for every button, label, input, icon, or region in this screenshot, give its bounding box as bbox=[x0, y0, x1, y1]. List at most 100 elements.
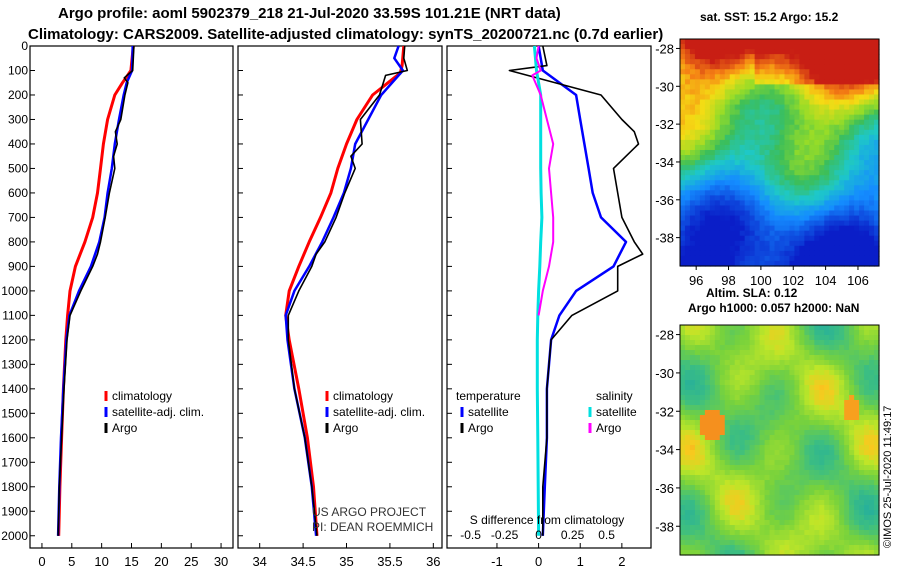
sst-map-cell bbox=[814, 235, 820, 242]
sst-map-cell bbox=[774, 89, 781, 96]
sla-map-cell bbox=[784, 385, 791, 391]
sla-map-cell bbox=[764, 505, 771, 511]
sla-map-cell bbox=[819, 490, 825, 496]
sla-map-cell bbox=[754, 430, 761, 436]
sst-map-cell bbox=[694, 260, 701, 267]
sst-map-cell bbox=[794, 255, 800, 262]
sst-map-cell bbox=[739, 205, 746, 212]
sst-map-cell bbox=[729, 170, 736, 176]
sst-map-cell bbox=[680, 230, 686, 237]
sst-map-cell bbox=[699, 139, 706, 146]
sst-map-cell bbox=[859, 190, 865, 196]
sla-map-cell bbox=[739, 460, 746, 466]
sla-map-cell bbox=[779, 385, 786, 391]
sla-map-cell bbox=[804, 370, 810, 376]
sla-map-cell bbox=[829, 450, 835, 456]
sla-map-cell bbox=[729, 515, 736, 521]
sla-map-cell bbox=[864, 385, 870, 391]
sst-map-cell bbox=[774, 149, 781, 156]
sst-map-cell bbox=[839, 245, 845, 252]
sla-map-cell bbox=[779, 515, 786, 521]
legend-label: satellite bbox=[468, 405, 509, 419]
sla-map-cell bbox=[789, 485, 796, 491]
sla-map-cell bbox=[680, 375, 686, 381]
sla-map-cell bbox=[739, 400, 746, 406]
sst-map-cell bbox=[839, 64, 845, 70]
sst-map-cell bbox=[839, 195, 845, 202]
sst-map-cell bbox=[804, 84, 810, 91]
sla-map-cell bbox=[759, 380, 766, 386]
sla-map-cell bbox=[844, 445, 850, 451]
sst-map-cell bbox=[874, 39, 880, 45]
sla-map-cell bbox=[834, 440, 840, 446]
sla-map-cell bbox=[754, 395, 761, 401]
sst-map-cell bbox=[714, 144, 721, 151]
sla-map-cell bbox=[709, 525, 716, 531]
sst-map-cell bbox=[759, 155, 766, 161]
sla-map-cell bbox=[804, 430, 810, 436]
sst-map-cell bbox=[734, 39, 741, 45]
sla-map-cell bbox=[709, 520, 716, 526]
sst-map-cell bbox=[799, 129, 805, 136]
sla-map-cell bbox=[734, 540, 741, 546]
sla-map-cell bbox=[804, 330, 810, 336]
sst-map-cell bbox=[734, 175, 741, 181]
sla-map-cell bbox=[809, 550, 815, 556]
sst-map-cell bbox=[719, 225, 726, 232]
sst-map-cell bbox=[724, 210, 731, 217]
sla-map-cell bbox=[844, 545, 850, 551]
sst-map-cell bbox=[829, 190, 835, 196]
sla-map-cell bbox=[784, 510, 791, 516]
sla-map-cell bbox=[680, 425, 686, 431]
sla-map-cell bbox=[824, 395, 830, 401]
sst-map-cell bbox=[789, 215, 796, 222]
sla-map-cell bbox=[829, 545, 835, 551]
sst-map-cell bbox=[699, 205, 706, 212]
sst-map-cell bbox=[704, 44, 711, 50]
sla-map-cell bbox=[824, 345, 830, 351]
sst-map-cell bbox=[849, 104, 855, 111]
sla-map-cell bbox=[804, 375, 810, 381]
sla-map-cell bbox=[769, 535, 776, 541]
sla-map-cell bbox=[759, 355, 766, 361]
sla-map-cell bbox=[819, 380, 825, 386]
sst-map-cell bbox=[819, 69, 825, 75]
sst-map-cell bbox=[684, 210, 691, 217]
sst-map-cell bbox=[849, 114, 855, 121]
sla-map-cell bbox=[694, 490, 701, 496]
sla-map-cell bbox=[829, 550, 835, 556]
sst-map-cell bbox=[729, 155, 736, 161]
sla-map-cell bbox=[834, 380, 840, 386]
sla-map-cell bbox=[809, 440, 815, 446]
sla-map-cell bbox=[839, 325, 845, 331]
sla-map-cell bbox=[739, 535, 746, 541]
sst-map-cell bbox=[774, 79, 781, 85]
sla-map-cell bbox=[684, 545, 691, 551]
sla-map-cell bbox=[759, 540, 766, 546]
sst-map-cell bbox=[869, 99, 875, 106]
sst-map-cell bbox=[819, 160, 825, 166]
sla-map-cell bbox=[859, 415, 865, 421]
sla-map-cell bbox=[719, 405, 726, 411]
sla-map-cell bbox=[804, 520, 810, 526]
sla-map-cell bbox=[779, 405, 786, 411]
sla-map-cell bbox=[799, 440, 805, 446]
sla-map-cell bbox=[754, 480, 761, 486]
sst-map-cell bbox=[814, 250, 820, 257]
sla-map-cell bbox=[784, 400, 791, 406]
sla-map-cell bbox=[869, 535, 875, 541]
sla-map-cell bbox=[854, 535, 860, 541]
sla-map-cell bbox=[729, 395, 736, 401]
sst-map-cell bbox=[839, 225, 845, 232]
sla-map-cell bbox=[744, 465, 751, 471]
sla-map-cell bbox=[734, 425, 741, 431]
diff-xtick-label: -1 bbox=[491, 554, 503, 569]
text-layer: 0 5 10 15 20 25 30 34 34.5 35 35.5 36 -1 0 1 2010020030… bbox=[1, 39, 869, 569]
sla-map-cell bbox=[704, 435, 711, 441]
sla-map-cell bbox=[704, 505, 711, 511]
sst-map-cell bbox=[699, 190, 706, 196]
sst-map-cell bbox=[724, 255, 731, 262]
sst-map-cell bbox=[789, 235, 796, 242]
sla-map-cell bbox=[694, 535, 701, 541]
sla-map-cell bbox=[714, 525, 721, 531]
